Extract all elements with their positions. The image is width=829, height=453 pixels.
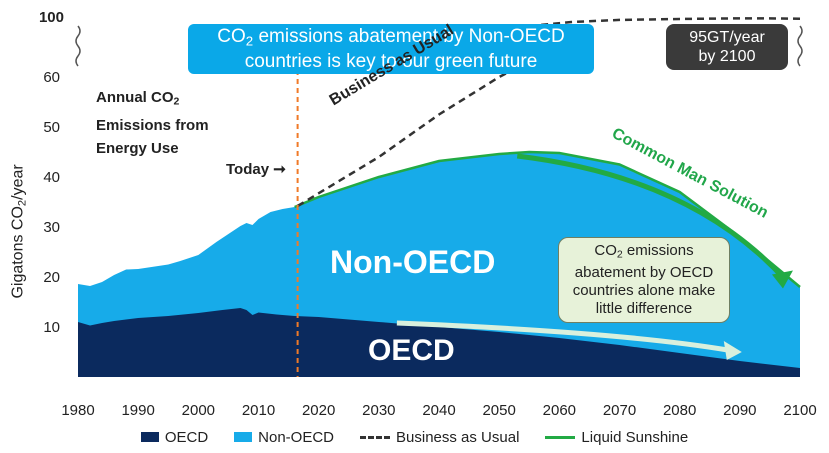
legend-item-oecd: OECD — [140, 428, 209, 446]
bau-2100-callout: 95GT/year by 2100 — [666, 24, 788, 70]
legend-item-liquid-sunshine: Liquid Sunshine — [545, 429, 688, 446]
legend-swatch-liquid-sunshine — [545, 435, 576, 439]
legend-item-non-oecd: Non-OECD — [234, 429, 334, 446]
x-tick-label: 2010 — [242, 402, 275, 419]
x-tick-label: 2080 — [663, 402, 696, 419]
legend-swatch-bau — [360, 435, 391, 439]
chart-title: Annual CO2 Emissions from Energy Use — [96, 89, 209, 157]
x-tick-label: 2100 — [783, 402, 816, 419]
x-tick-label: 2020 — [302, 402, 335, 419]
oecd-area-label: OECD — [368, 334, 455, 367]
y-tick-label: 50 — [43, 119, 60, 136]
legend-label-non-oecd: Non-OECD — [258, 428, 335, 446]
non-oecd-area-label: Non-OECD — [330, 244, 496, 280]
y-tick-label: 30 — [43, 219, 60, 236]
common-man-arrowhead — [771, 270, 793, 289]
x-tick-label: 2060 — [543, 402, 576, 419]
oecd-area — [78, 308, 800, 377]
y-axis-title: Gigatons CO2/year — [9, 164, 29, 299]
legend-swatch-oecd — [140, 432, 159, 442]
x-tick-label: 2050 — [482, 402, 515, 419]
common-man-arrow — [516, 153, 787, 282]
y-tick-label: 40 — [43, 169, 60, 186]
legend-label-oecd: OECD — [164, 428, 209, 446]
y-tick-label: 100 — [39, 9, 64, 26]
x-tick-label: 1980 — [61, 402, 94, 419]
oecd-abatement-note: CO2 emissions abatement by OECD countrie… — [558, 237, 730, 323]
y-tick-label: 60 — [43, 69, 60, 86]
legend-label-liquid-sunshine: Liquid Sunshine — [581, 428, 689, 446]
legend-item-bau: Business as Usual — [360, 429, 519, 446]
chart-legend: OECD Non-OECD Business as Usual Liquid S… — [0, 424, 829, 450]
non-oecd-abatement-banner: CO2 emissions abatement by Non-OECD coun… — [188, 24, 594, 74]
x-tick-label: 2000 — [182, 402, 215, 419]
oecd-trend-arrowhead — [723, 341, 742, 360]
oecd-trend-arrow — [396, 320, 729, 353]
legend-label-bau: Business as Usual — [396, 428, 520, 446]
y-tick-label: 20 — [43, 269, 60, 286]
arrow-right-icon: ➞ — [273, 161, 286, 178]
today-label: Today ➞ — [226, 161, 286, 178]
axis-break-left — [75, 25, 81, 67]
liquid-sunshine-line — [294, 150, 801, 288]
x-tick-label: 2070 — [603, 402, 636, 419]
y-tick-label: 10 — [43, 319, 60, 336]
x-tick-label: 1990 — [121, 402, 154, 419]
x-tick-label: 2090 — [723, 402, 756, 419]
legend-swatch-non-oecd — [234, 432, 253, 442]
bau-line-broken-segment — [529, 17, 801, 28]
x-tick-label: 2040 — [422, 402, 455, 419]
axis-break-right — [797, 25, 803, 67]
x-tick-label: 2030 — [362, 402, 395, 419]
